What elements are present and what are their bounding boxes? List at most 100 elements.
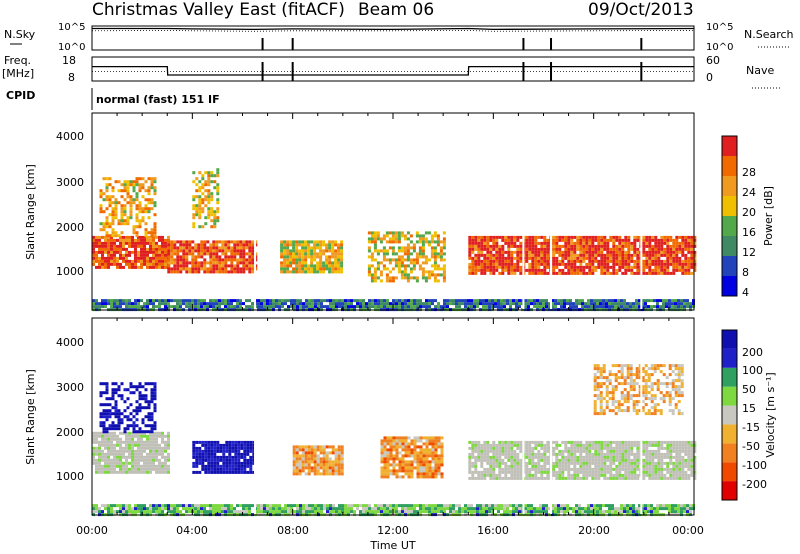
heatmap-cell <box>509 299 512 303</box>
heatmap-cell <box>152 437 155 441</box>
heatmap-cell <box>107 470 110 474</box>
heatmap-cell <box>313 466 317 470</box>
heatmap-cell <box>140 265 143 269</box>
heatmap-cell <box>153 406 157 410</box>
heatmap-cell <box>398 302 401 306</box>
heatmap-cell <box>367 246 371 250</box>
heatmap-cell <box>624 449 628 453</box>
heatmap-cell <box>483 262 487 266</box>
heatmap-cell <box>200 252 204 256</box>
heatmap-cell <box>510 461 514 465</box>
heatmap-cell <box>194 243 198 247</box>
heatmap-cell <box>561 238 565 242</box>
heatmap-cell <box>129 382 133 386</box>
heatmap-cell <box>404 466 408 470</box>
heatmap-cell <box>654 262 658 266</box>
heatmap-cell <box>498 452 502 456</box>
heatmap-cell <box>409 270 413 274</box>
heatmap-cell <box>147 207 151 211</box>
heatmap-cell <box>131 467 134 471</box>
heatmap-cell <box>548 305 551 309</box>
heatmap-cell <box>137 265 140 269</box>
heatmap-cell <box>337 258 341 262</box>
heatmap-cell <box>319 270 323 274</box>
heatmap-cell <box>392 469 396 473</box>
heatmap-cell <box>536 302 539 306</box>
heatmap-cell <box>173 258 177 262</box>
heatmap-cell <box>666 271 670 275</box>
heatmap-cell <box>480 235 484 239</box>
heatmap-cell <box>645 440 649 444</box>
heatmap-cell <box>307 445 311 449</box>
heatmap-cell <box>528 452 532 456</box>
heatmap-cell <box>201 192 205 196</box>
heatmap-cell <box>225 449 229 453</box>
heatmap-cell <box>588 253 592 257</box>
heatmap-cell <box>570 247 574 251</box>
heatmap-cell <box>618 247 622 251</box>
heatmap-cell <box>125 446 128 450</box>
heatmap-cell <box>648 271 652 275</box>
heatmap-cell <box>391 276 395 280</box>
heatmap-cell <box>126 216 130 220</box>
heatmap-cell <box>690 259 694 263</box>
heatmap-cell <box>140 253 143 257</box>
heatmap-cell <box>633 271 637 275</box>
heatmap-cell <box>415 231 419 235</box>
heatmap-cell <box>615 253 619 257</box>
heatmap-cell <box>413 466 417 470</box>
heatmap-cell <box>301 261 305 265</box>
heatmap-cell <box>292 240 296 244</box>
heatmap-cell <box>108 415 112 419</box>
heatmap-cell <box>113 467 116 471</box>
heatmap-cell <box>645 470 649 474</box>
heatmap-cell <box>678 241 682 245</box>
heatmap-cell <box>477 473 481 477</box>
heatmap-cell <box>304 460 308 464</box>
heatmap-cell <box>105 186 109 190</box>
heatmap-cell <box>468 476 472 480</box>
heatmap-cell <box>134 458 137 462</box>
heatmap-cell <box>147 382 151 386</box>
heatmap-cell <box>516 259 520 263</box>
heatmap-cell <box>395 305 398 309</box>
heatmap-cell <box>513 449 517 453</box>
heatmap-cell <box>153 180 157 184</box>
heatmap-cell <box>98 305 101 309</box>
heatmap-cell <box>489 271 493 275</box>
heatmap-cell <box>319 249 323 253</box>
heatmap-cell <box>546 265 550 269</box>
heatmap-cell <box>440 448 444 452</box>
heatmap-cell <box>483 473 487 477</box>
heatmap-cell <box>471 235 475 239</box>
heatmap-cell <box>237 467 241 471</box>
heatmap-cell <box>114 424 118 428</box>
heatmap-cell <box>561 458 565 462</box>
heatmap-cell <box>501 458 505 462</box>
heatmap-cell <box>662 305 665 309</box>
heatmap-cell <box>618 262 622 266</box>
heatmap-cell <box>293 299 296 303</box>
heatmap-cell <box>576 235 580 239</box>
heatmap-cell <box>233 267 237 271</box>
heatmap-cell <box>687 235 691 239</box>
heatmap-cell <box>548 302 551 306</box>
heatmap-cell <box>654 256 658 260</box>
heatmap-cell <box>239 252 243 256</box>
heatmap-cell <box>289 252 293 256</box>
heatmap-cell <box>678 265 682 269</box>
heatmap-cell <box>404 302 407 306</box>
heatmap-cell <box>301 448 305 452</box>
heatmap-cell <box>600 464 604 468</box>
heatmap-cell <box>614 305 617 309</box>
heatmap-cell <box>249 461 253 465</box>
heatmap-cell <box>92 440 95 444</box>
heatmap-cell <box>135 388 139 392</box>
heatmap-cell <box>570 446 574 450</box>
heatmap-cell <box>234 449 238 453</box>
heatmap-cell <box>618 449 622 453</box>
heatmap-cell <box>501 265 505 269</box>
heatmap-cell <box>468 256 472 260</box>
heatmap-cell <box>540 473 544 477</box>
heatmap-cell <box>310 246 314 250</box>
